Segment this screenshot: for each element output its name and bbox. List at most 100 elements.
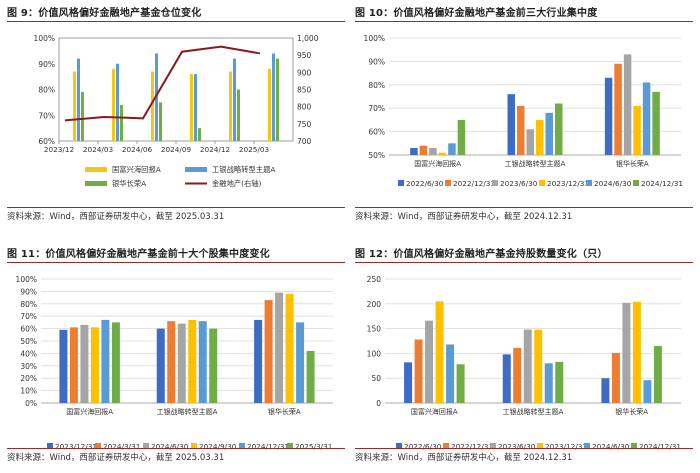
bar — [116, 63, 119, 141]
bar — [198, 128, 201, 141]
bar — [435, 301, 444, 403]
source-note: 资料来源：Wind，西部证券研发中心，截至 2024.12.31 — [355, 212, 573, 222]
bar — [653, 345, 662, 403]
bar — [555, 103, 563, 155]
bar — [120, 104, 123, 141]
bar — [544, 363, 553, 403]
legend-label: 2022/6/30 — [406, 179, 444, 188]
bar — [111, 322, 120, 403]
legend-label: 金融地产(右轴) — [212, 179, 262, 188]
legend-label: 2024/6/30 — [594, 179, 632, 188]
y-tick-label: 60% — [20, 325, 37, 334]
bar — [254, 319, 263, 403]
legend-label: 2024/12/31 — [641, 179, 683, 188]
panel-fig11: 图 11：价值风格偏好金融地产基金前十大个股集中度变化 0% 10% 20% 30% 4… — [7, 245, 345, 470]
bar — [513, 347, 522, 403]
x-tick-label: 2025/03 — [239, 145, 270, 154]
legend-swatch — [492, 180, 498, 186]
legend-swatch — [445, 180, 451, 186]
bar — [198, 321, 207, 403]
bar — [507, 94, 515, 155]
y-tick-label: 100% — [364, 34, 385, 43]
legend-swatch — [537, 443, 543, 449]
legend-label: 2024/12/31 — [639, 442, 681, 451]
bar — [101, 319, 110, 403]
y2-tick-label: 750 — [297, 120, 312, 129]
chart-title: 图 11：价值风格偏好金融地产基金前十大个股集中度变化 — [7, 249, 270, 260]
bar — [536, 119, 544, 155]
y-tick-label: 250 — [367, 275, 382, 284]
x-tick-label: 工银战略转型主题A — [503, 407, 564, 416]
bar — [194, 74, 197, 141]
title-rule — [7, 262, 345, 263]
bar — [177, 323, 186, 403]
bar — [275, 292, 284, 403]
bar — [448, 143, 456, 155]
x-tick-label: 2024/09 — [161, 145, 192, 154]
bar — [526, 129, 534, 155]
bar — [410, 147, 418, 155]
y-tick-label: 200 — [367, 300, 382, 309]
legend-label: 2024/12/31 — [247, 442, 289, 451]
bar — [80, 324, 89, 403]
legend-swatch — [143, 443, 149, 449]
bar — [429, 147, 437, 155]
legend-label: 2023/12/31 — [547, 179, 589, 188]
bar — [555, 361, 564, 403]
x-tick-label: 国富兴海回报A — [414, 159, 461, 168]
y-tick-label: 90% — [38, 60, 55, 69]
legend-swatch — [584, 443, 590, 449]
x-tick-label: 国富兴海回报A — [411, 407, 458, 416]
legend-label: 2022/12/31 — [451, 442, 493, 451]
x-tick-label: 2024/06 — [122, 145, 153, 154]
title-rule — [355, 21, 693, 22]
legend-swatch — [539, 180, 545, 186]
bar — [438, 152, 447, 155]
legend-label: 国富兴海回报A — [112, 165, 161, 174]
bar — [419, 145, 428, 155]
bar — [90, 327, 99, 403]
y-tick-label: 40% — [20, 349, 37, 358]
legend-swatch — [85, 181, 107, 186]
x-tick-label: 国富兴海回报A — [66, 407, 113, 416]
legend-label: 2023/12/31 — [545, 442, 587, 451]
legend-label: 2024/6/30 — [592, 442, 630, 451]
y-tick-label: 70% — [368, 104, 385, 113]
bar — [404, 362, 413, 403]
bar — [652, 91, 660, 155]
legend-label: 2024/3/31 — [103, 442, 140, 451]
bar — [151, 71, 154, 141]
bar — [425, 320, 434, 403]
y-tick-label: 70% — [38, 111, 55, 120]
bar — [534, 329, 543, 403]
y-tick-label: 70% — [20, 312, 37, 321]
x-tick-label: 2024/03 — [83, 145, 114, 154]
bar — [73, 71, 76, 141]
panel-fig12: 图 12：价值风格偏好金融地产基金持股数量变化（只） 0 50 100 150 200 2… — [355, 245, 693, 470]
x-tick-label: 银华长荣A — [268, 407, 301, 416]
bar — [523, 329, 532, 403]
y-tick-label: 90% — [368, 57, 385, 66]
bar — [446, 344, 455, 403]
y-tick-label: 20% — [20, 374, 37, 383]
y-tick-label: 50 — [371, 374, 381, 383]
legend-label: 2023/12/31 — [55, 442, 97, 451]
chart-fig11: 0% 10% 20% 30% 40% 50% 60% 70% 80% 90% 100% 国富兴海回报A… — [16, 275, 333, 451]
bar — [190, 74, 193, 141]
bar — [272, 53, 275, 142]
y2-tick-label: 1,000 — [297, 34, 319, 43]
legend-swatch — [631, 443, 637, 449]
bar — [545, 112, 553, 155]
y2-tick-label: 700 — [297, 137, 312, 146]
source-rule — [355, 448, 693, 449]
bar — [611, 352, 620, 403]
x-tick-label: 工银战略转型主题A — [157, 407, 218, 416]
bar — [457, 119, 466, 155]
x-tick-label: 银华长荣A — [616, 159, 649, 168]
bar — [77, 58, 80, 141]
bar — [167, 321, 176, 403]
chart-fig12: 0 50 100 150 200 250 国富兴海回报A 工银战略转型主题A 银华长荣A 2022… — [367, 275, 681, 451]
source-rule — [7, 448, 345, 449]
y-tick-label: 80% — [20, 300, 37, 309]
source-rule — [355, 207, 693, 208]
